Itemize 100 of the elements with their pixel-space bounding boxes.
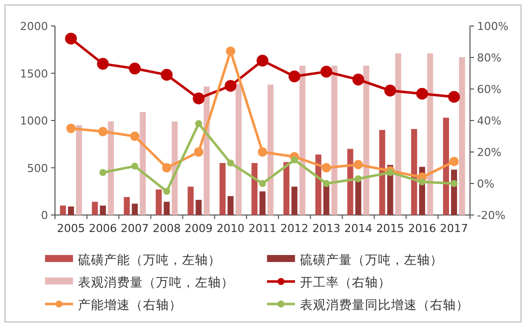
bar	[427, 53, 434, 215]
x-tick-label: 2008	[152, 222, 181, 235]
bar	[443, 118, 450, 215]
bar	[268, 84, 274, 215]
legend-label: 表观消费量同比增速（右轴）	[300, 297, 469, 312]
bar	[156, 189, 162, 215]
point	[416, 88, 428, 100]
point	[192, 92, 205, 104]
bar	[411, 129, 418, 215]
legend-label: 硫磺产能（万吨，左轴）	[78, 252, 221, 267]
point	[450, 180, 458, 187]
point	[352, 74, 364, 86]
y2-tick-label: 40%	[477, 114, 502, 128]
bar	[395, 53, 402, 215]
point	[194, 147, 204, 157]
x-tick-label: 2017	[440, 222, 468, 235]
point	[322, 163, 332, 172]
y-tick-label: 1000	[20, 114, 48, 128]
bar	[220, 163, 226, 215]
bar	[124, 197, 130, 215]
point	[449, 156, 459, 166]
bar	[76, 125, 82, 215]
point	[418, 178, 426, 186]
bar	[236, 84, 242, 215]
y-tick-label: 0	[41, 209, 48, 222]
point	[128, 62, 141, 74]
y2-tick-label: 60%	[477, 83, 502, 96]
bar	[196, 200, 202, 215]
point	[98, 126, 108, 136]
bar	[228, 196, 234, 215]
bar	[164, 202, 170, 215]
bar	[331, 66, 338, 215]
x-tick-label: 2015	[376, 222, 404, 235]
point	[256, 54, 268, 67]
bar	[291, 186, 298, 215]
bar	[100, 206, 106, 215]
point	[227, 160, 234, 167]
point	[96, 58, 109, 70]
bar	[459, 57, 466, 215]
point	[131, 162, 138, 170]
bar	[347, 148, 354, 215]
x-tick-label: 2014	[344, 222, 372, 235]
bar	[363, 66, 370, 215]
point	[163, 188, 170, 195]
point	[258, 147, 268, 157]
legend-label: 开工率（右轴）	[300, 274, 391, 290]
point	[160, 68, 173, 81]
x-tick-label: 2011	[248, 222, 276, 235]
point	[386, 168, 394, 176]
legend-label: 表观消费量（万吨，左轴）	[78, 274, 234, 290]
point	[162, 163, 172, 172]
x-tick-label: 2006	[88, 222, 117, 235]
bar	[283, 162, 290, 215]
bar	[315, 154, 322, 215]
x-tick-label: 2009	[184, 222, 213, 235]
x-tick-label: 2016	[408, 222, 436, 235]
y2-tick-label: 80%	[477, 52, 502, 64]
point	[65, 32, 77, 44]
point	[354, 175, 362, 182]
x-tick-label: 2007	[120, 222, 149, 235]
y2-tick-label: -20%	[477, 209, 506, 222]
point	[66, 124, 76, 134]
y-tick-label: 2000	[20, 20, 48, 33]
point	[320, 66, 332, 78]
x-tick-label: 2010	[216, 222, 245, 235]
bar	[323, 184, 330, 215]
point	[195, 120, 202, 128]
bar	[299, 66, 306, 215]
bar	[92, 202, 98, 215]
bar	[379, 130, 386, 215]
legend-label: 硫磺产量（万吨，左轴）	[300, 252, 443, 267]
bar	[108, 121, 114, 215]
point	[354, 160, 363, 170]
bar	[60, 206, 66, 215]
bar	[172, 121, 178, 215]
point	[259, 180, 266, 187]
x-tick-label: 2005	[56, 222, 85, 235]
y2-tick-label: 0%	[477, 178, 494, 190]
point	[384, 84, 396, 96]
y-tick-label: 1500	[20, 67, 48, 80]
point	[290, 156, 298, 164]
y-tick-label: 500	[27, 162, 48, 175]
point	[322, 180, 330, 187]
bar	[140, 112, 146, 215]
bar	[132, 204, 138, 215]
point	[448, 90, 460, 103]
legend-label: 产能增速（右轴）	[78, 297, 182, 312]
x-tick-label: 2012	[280, 222, 308, 235]
bar	[68, 206, 74, 215]
y2-tick-label: 100%	[477, 20, 508, 33]
point	[226, 46, 236, 56]
bar	[188, 186, 194, 215]
y2-tick-label: 20%	[477, 146, 502, 159]
point	[224, 80, 236, 92]
point	[99, 168, 106, 176]
bar	[260, 191, 266, 215]
x-tick-label: 2013	[312, 222, 340, 235]
point	[130, 132, 140, 141]
bar	[252, 163, 258, 215]
point	[288, 70, 300, 82]
